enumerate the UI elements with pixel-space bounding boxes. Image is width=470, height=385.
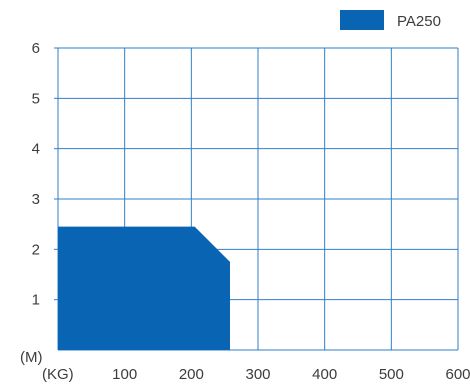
series-area: [58, 226, 230, 350]
x-tick-label: 500: [379, 366, 404, 383]
x-tick-label: 300: [245, 366, 270, 383]
x-tick-label: 100: [112, 366, 137, 383]
y-tick-label: 3: [32, 191, 40, 208]
plot-area: [58, 226, 230, 350]
y-tick-label: 1: [32, 292, 40, 309]
y-tick-label: 5: [32, 90, 40, 107]
y-tick-label: 4: [32, 141, 40, 158]
x-tick-label: 400: [312, 366, 337, 383]
legend-label: PA250: [397, 13, 441, 30]
y-unit-label: (M): [20, 349, 43, 366]
legend-swatch: [340, 10, 384, 30]
grid: [54, 47, 459, 351]
x-unit-label: (KG): [42, 366, 74, 383]
axis-labels: (M) (KG) 1 2 3 4 5 6 100 200 300 400 500 600: [20, 40, 470, 383]
legend: PA250: [340, 10, 441, 30]
x-tick-label: 600: [445, 366, 470, 383]
y-tick-label: 6: [32, 40, 40, 57]
y-tick-label: 2: [32, 241, 40, 258]
x-tick-label: 200: [179, 366, 204, 383]
